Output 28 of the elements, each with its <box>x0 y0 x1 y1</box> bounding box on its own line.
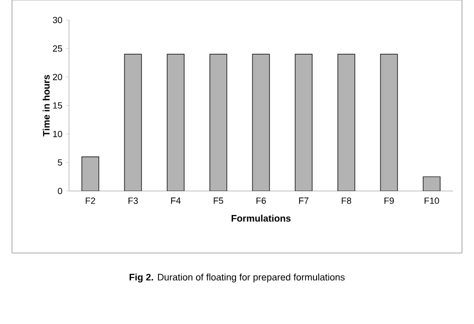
bar <box>82 156 100 191</box>
x-tick-label: F9 <box>384 198 394 204</box>
y-tick-label: 0 <box>58 188 62 194</box>
bar <box>380 54 398 191</box>
bar <box>422 176 440 191</box>
x-tick-label: F2 <box>86 198 96 204</box>
x-tick-label: F4 <box>171 198 181 204</box>
x-tick-label: F3 <box>128 198 138 204</box>
bar <box>210 54 228 191</box>
bar <box>338 54 356 191</box>
y-tick-label: 10 <box>53 130 62 138</box>
x-tick-label: F7 <box>299 198 308 204</box>
y-axis-title: Time in hours <box>42 74 50 136</box>
x-axis-title: Formulations <box>232 214 291 222</box>
y-tick-label: 20 <box>52 74 62 80</box>
bar <box>294 54 312 191</box>
bar <box>124 54 142 191</box>
x-tick-label: F10 <box>424 198 440 204</box>
bar <box>166 54 184 191</box>
x-tick-label: F5 <box>214 198 224 204</box>
x-tick-label: F6 <box>256 198 266 204</box>
bar <box>252 54 270 191</box>
text: Fig 2. Duration of floating for prepared formulations <box>130 274 345 282</box>
y-tick-label: 5 <box>58 159 62 166</box>
x-tick-label: F8 <box>342 198 352 204</box>
y-tick-label: 25 <box>52 45 62 52</box>
y-tick-label: 30 <box>52 16 62 24</box>
y-tick-label: 15 <box>53 102 62 109</box>
